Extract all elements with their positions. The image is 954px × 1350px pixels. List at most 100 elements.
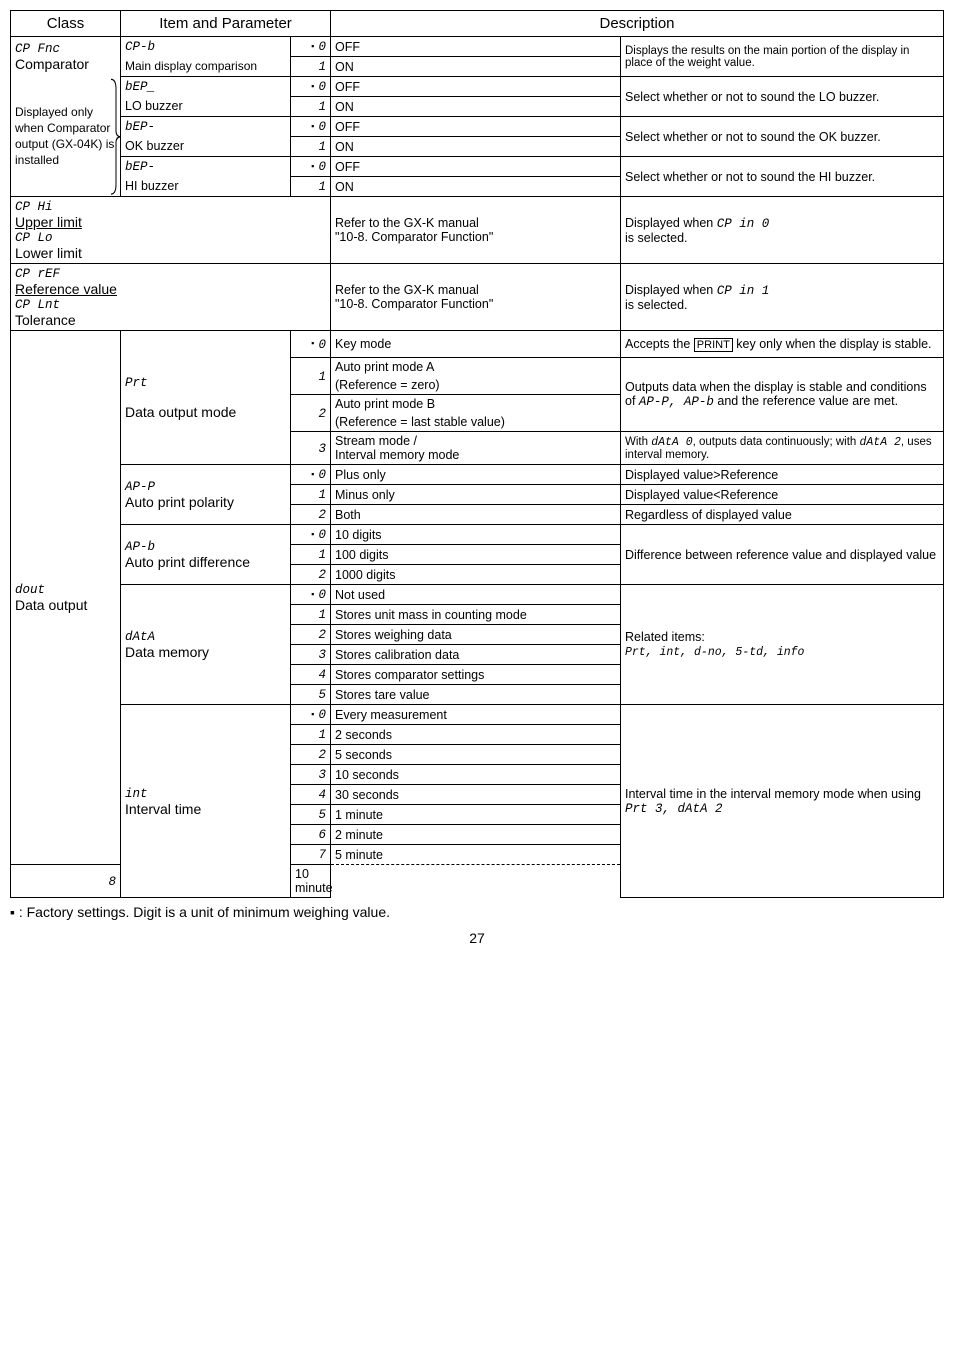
cp-hi-lo: CP Hi Upper limit CP Lo Lower limit <box>11 197 331 264</box>
desc-int-7: 5 minute <box>331 845 621 865</box>
desc-int-3: 10 seconds <box>331 765 621 785</box>
cp-ref: CP rEF Reference value CP Lnt Tolerance <box>11 264 331 331</box>
val-bepok-1: 1 <box>291 137 331 157</box>
desc-bephi-1: ON <box>331 177 621 197</box>
note-app-2: Regardless of displayed value <box>621 505 944 525</box>
desc-prt-1b: (Reference = zero) <box>331 376 621 395</box>
val-int-3: 3 <box>291 765 331 785</box>
page-number: 27 <box>10 930 944 946</box>
class-displayed: Displayed only when Comparator output (G… <box>11 77 121 197</box>
val-prt-0: 0 <box>291 331 331 358</box>
desc-cpb-1: ON <box>331 57 621 77</box>
item-apb: AP-b Auto print difference <box>121 525 291 585</box>
desc-bepok-1: ON <box>331 137 621 157</box>
desc-apb-1: 100 digits <box>331 545 621 565</box>
val-data-5: 5 <box>291 685 331 705</box>
parameter-table: Class Item and Parameter Description CP … <box>10 10 944 898</box>
footer-note: ▪ : Factory settings. Digit is a unit of… <box>10 904 944 920</box>
val-cpb-0: 0 <box>291 37 331 57</box>
val-data-1: 1 <box>291 605 331 625</box>
desc-bepok-0: OFF <box>331 117 621 137</box>
val-beplo-0: 0 <box>291 77 331 97</box>
item-prt: Prt Data output mode <box>121 331 291 465</box>
desc-beplo-1: ON <box>331 97 621 117</box>
val-app-2: 2 <box>291 505 331 525</box>
val-apb-2: 2 <box>291 565 331 585</box>
desc-int-5: 1 minute <box>331 805 621 825</box>
val-data-4: 4 <box>291 665 331 685</box>
desc-apb-0: 10 digits <box>331 525 621 545</box>
item-bep-hi-seg: bEP- <box>121 157 291 177</box>
note-apb: Difference between reference value and d… <box>621 525 944 585</box>
desc-data-4: Stores comparator settings <box>331 665 621 685</box>
class-dout: dout Data output <box>11 331 121 865</box>
desc-data-2: Stores weighing data <box>331 625 621 645</box>
val-apb-0: 0 <box>291 525 331 545</box>
val-prt-2: 2 <box>291 395 331 432</box>
note-prt-3: With dAtA 0, outputs data continuously; … <box>621 432 944 465</box>
item-data: dAtA Data memory <box>121 585 291 705</box>
col-item: Item and Parameter <box>121 11 331 37</box>
val-int-1: 1 <box>291 725 331 745</box>
desc-int-0: Every measurement <box>331 705 621 725</box>
val-prt-1: 1 <box>291 358 331 395</box>
desc-apb-2: 1000 digits <box>331 565 621 585</box>
desc-int-4: 30 seconds <box>331 785 621 805</box>
desc-data-5: Stores tare value <box>331 685 621 705</box>
note-beplo: Select whether or not to sound the LO bu… <box>621 77 944 117</box>
desc-int-6: 2 minute <box>331 825 621 845</box>
col-desc: Description <box>331 11 944 37</box>
note-cpb: Displays the results on the main portion… <box>621 37 944 77</box>
val-prt-3: 3 <box>291 432 331 465</box>
item-bep-ok-label: OK buzzer <box>121 137 291 157</box>
desc-app-2: Both <box>331 505 621 525</box>
item-int: int Interval time <box>121 705 291 898</box>
desc-prt-0: Key mode <box>331 331 621 358</box>
cp-hi-desc: Refer to the GX-K manual "10-8. Comparat… <box>331 197 621 264</box>
cp-ref-desc: Refer to the GX-K manual "10-8. Comparat… <box>331 264 621 331</box>
note-bephi: Select whether or not to sound the HI bu… <box>621 157 944 197</box>
note-app-0: Displayed value>Reference <box>621 465 944 485</box>
cp-hi-note: Displayed when CP in 0 is selected. <box>621 197 944 264</box>
desc-data-0: Not used <box>331 585 621 605</box>
desc-prt-2b: (Reference = last stable value) <box>331 413 621 432</box>
desc-data-3: Stores calibration data <box>331 645 621 665</box>
item-bep-lo-label: LO buzzer <box>121 97 291 117</box>
val-int-0: 0 <box>291 705 331 725</box>
item-app: AP-P Auto print polarity <box>121 465 291 525</box>
item-cp-b-label: Main display comparison <box>121 57 291 77</box>
note-bepok: Select whether or not to sound the OK bu… <box>621 117 944 157</box>
val-beplo-1: 1 <box>291 97 331 117</box>
desc-bephi-0: OFF <box>331 157 621 177</box>
val-bephi-1: 1 <box>291 177 331 197</box>
note-prt-12: Outputs data when the display is stable … <box>621 358 944 432</box>
val-data-3: 3 <box>291 645 331 665</box>
note-data: Related items: Prt, int, d-no, 5-td, inf… <box>621 585 944 705</box>
desc-prt-1a: Auto print mode A <box>331 358 621 377</box>
desc-prt-3: Stream mode /Interval memory mode <box>331 432 621 465</box>
note-int: Interval time in the interval memory mod… <box>621 705 944 898</box>
val-bepok-0: 0 <box>291 117 331 137</box>
val-apb-1: 1 <box>291 545 331 565</box>
desc-app-1: Minus only <box>331 485 621 505</box>
desc-data-1: Stores unit mass in counting mode <box>331 605 621 625</box>
val-int-8: 8 <box>11 865 121 898</box>
val-int-5: 5 <box>291 805 331 825</box>
desc-beplo-0: OFF <box>331 77 621 97</box>
cp-ref-note: Displayed when CP in 1 is selected. <box>621 264 944 331</box>
item-bep-hi-label: HI buzzer <box>121 177 291 197</box>
desc-int-8: 10 minute <box>291 865 331 898</box>
class-cp-fnc: CP Fnc Comparator <box>11 37 121 77</box>
desc-app-0: Plus only <box>331 465 621 485</box>
val-app-0: 0 <box>291 465 331 485</box>
note-prt-0: Accepts the PRINT key only when the disp… <box>621 331 944 358</box>
val-bephi-0: 0 <box>291 157 331 177</box>
val-int-2: 2 <box>291 745 331 765</box>
item-bep-ok-seg: bEP- <box>121 117 291 137</box>
val-cpb-1: 1 <box>291 57 331 77</box>
col-class: Class <box>11 11 121 37</box>
desc-prt-2a: Auto print mode B <box>331 395 621 414</box>
note-app-1: Displayed value<Reference <box>621 485 944 505</box>
desc-int-2: 5 seconds <box>331 745 621 765</box>
val-data-2: 2 <box>291 625 331 645</box>
